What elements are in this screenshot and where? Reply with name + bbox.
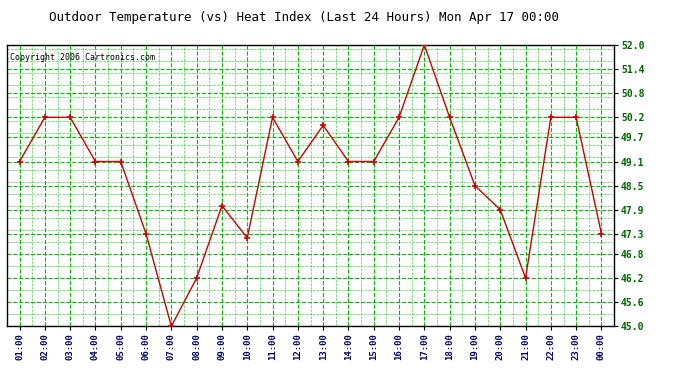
Text: Copyright 2006 Cartronics.com: Copyright 2006 Cartronics.com bbox=[10, 54, 155, 62]
Text: Outdoor Temperature (vs) Heat Index (Last 24 Hours) Mon Apr 17 00:00: Outdoor Temperature (vs) Heat Index (Las… bbox=[48, 11, 559, 24]
